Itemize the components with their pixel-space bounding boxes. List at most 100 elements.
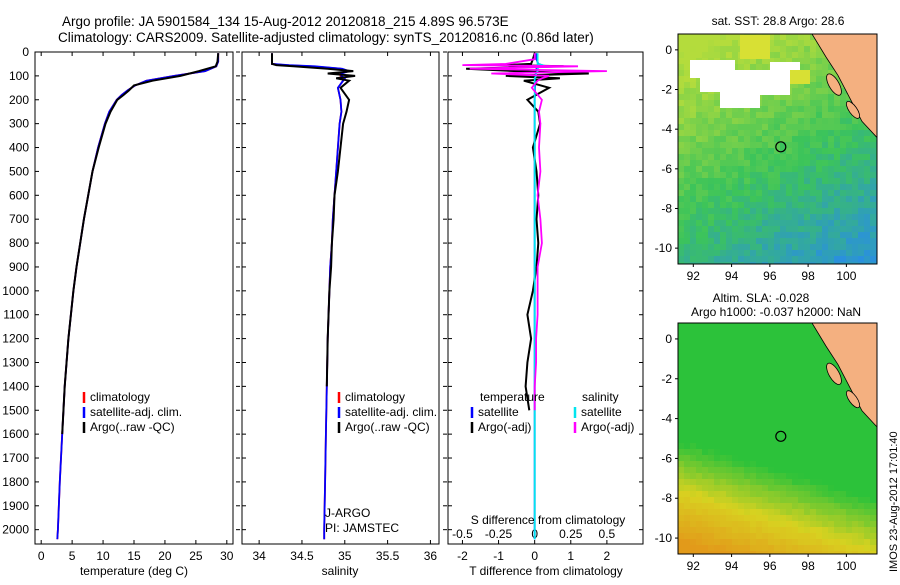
map-x-tick-label: 92 (687, 269, 701, 283)
map-cell (798, 196, 804, 202)
map-cell (690, 130, 696, 136)
series-line-satellite-adj-clim- (271, 53, 352, 540)
map-cell (774, 473, 780, 479)
map-cell (738, 359, 744, 365)
map-cell (714, 347, 720, 353)
map-cell (768, 377, 774, 383)
map-cell (750, 401, 756, 407)
map-cell (852, 214, 858, 220)
map-cell (720, 383, 726, 389)
map-cell (816, 76, 822, 82)
map-cell (678, 527, 684, 533)
map-cell (696, 527, 702, 533)
map-cell (822, 377, 828, 383)
map-cell (702, 455, 708, 461)
map-cell (804, 545, 810, 551)
map-cell (804, 208, 810, 214)
map-cell (828, 353, 834, 359)
map-cell (864, 202, 870, 208)
map-cell (678, 76, 684, 82)
map-cell (816, 539, 822, 545)
map-cell (810, 407, 816, 413)
map-cell (678, 377, 684, 383)
top-x-tick-label: 0.25 (559, 527, 583, 541)
map-cell (792, 166, 798, 172)
map-cell (846, 112, 852, 118)
map-cell (738, 124, 744, 130)
map-cell (756, 473, 762, 479)
map-cell (780, 473, 786, 479)
map-cell (768, 118, 774, 124)
map-cell (840, 401, 846, 407)
map-cell (804, 184, 810, 190)
map-cell (702, 419, 708, 425)
map-cell (744, 413, 750, 419)
series-line-temperature-argo-adj- (466, 52, 589, 411)
map-cell (804, 142, 810, 148)
map-cell (786, 196, 792, 202)
map-cell (834, 497, 840, 503)
map-cell (762, 136, 768, 142)
map-cell (732, 473, 738, 479)
map-cell (792, 467, 798, 473)
map-cell (870, 461, 876, 467)
map-cell (864, 196, 870, 202)
map-cell (798, 82, 804, 88)
map-cell (792, 172, 798, 178)
map-cell (792, 515, 798, 521)
map-cell (858, 220, 864, 226)
map-cell (690, 377, 696, 383)
map-cell (792, 485, 798, 491)
map-cell (822, 160, 828, 166)
map-cell (804, 473, 810, 479)
map-cell (756, 238, 762, 244)
map-cell (720, 178, 726, 184)
map-cell (834, 124, 840, 130)
map-cell (738, 335, 744, 341)
map-cell (822, 190, 828, 196)
map-cell (852, 196, 858, 202)
map-cell (852, 431, 858, 437)
map-cell (792, 341, 798, 347)
depth-tick-label: 500 (9, 164, 29, 178)
map-cell (702, 124, 708, 130)
map-cell (690, 419, 696, 425)
map-cell (762, 190, 768, 196)
map-cell (726, 238, 732, 244)
map-cell (702, 377, 708, 383)
map-cell (684, 395, 690, 401)
map-cell (798, 154, 804, 160)
map-cell (816, 491, 822, 497)
map-cell (804, 46, 810, 52)
map-cell (810, 419, 816, 425)
map-cell (726, 485, 732, 491)
map-cell (774, 455, 780, 461)
map-cell (750, 485, 756, 491)
map-cell (768, 551, 774, 554)
map-x-tick-label: 96 (763, 559, 777, 573)
map-cell (864, 154, 870, 160)
map-cell (684, 40, 690, 46)
map-cell (810, 377, 816, 383)
map-cell (804, 371, 810, 377)
map-cell (738, 401, 744, 407)
map-cell (816, 178, 822, 184)
map-cell (816, 196, 822, 202)
map-cell (786, 545, 792, 551)
map-cell (684, 88, 690, 94)
map-cell (864, 166, 870, 172)
map-cell (738, 395, 744, 401)
map-cell (708, 214, 714, 220)
map-cell (828, 485, 834, 491)
map-cell (726, 545, 732, 551)
map-cell (852, 154, 858, 160)
map-cell (828, 244, 834, 250)
map-cell (804, 395, 810, 401)
map-cell (786, 473, 792, 479)
map-cell (774, 160, 780, 166)
map-cell (720, 256, 726, 262)
map-cell (840, 112, 846, 118)
map-cell (834, 401, 840, 407)
map-cell (756, 220, 762, 226)
